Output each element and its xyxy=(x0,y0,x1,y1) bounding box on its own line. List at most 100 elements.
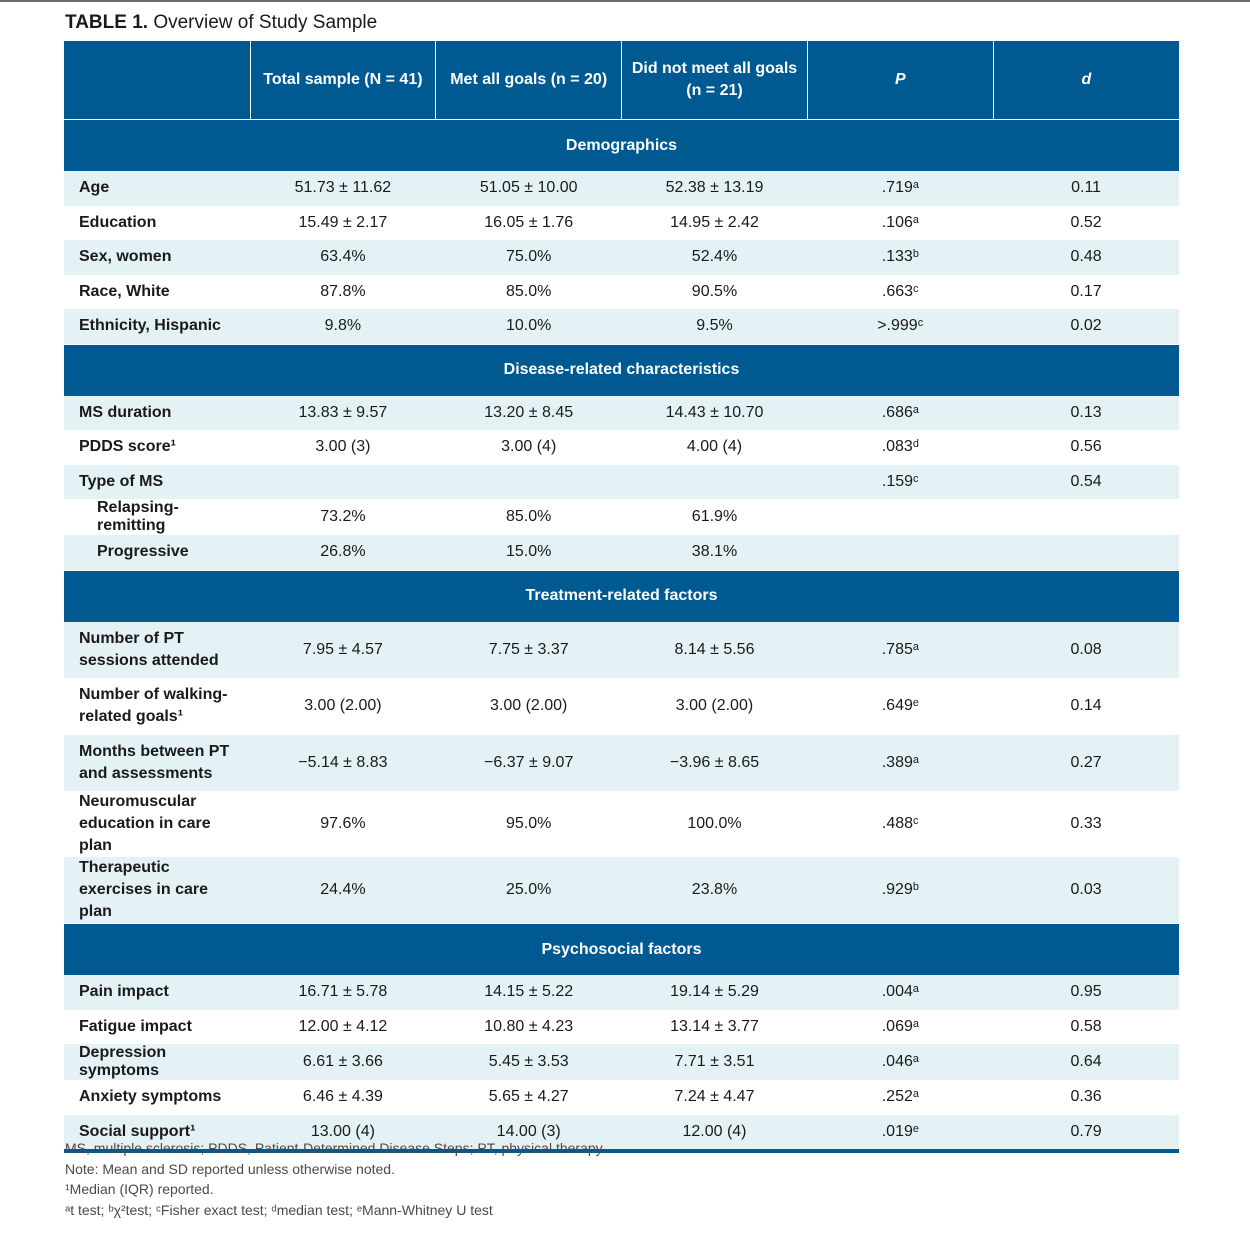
effect-size-value: 0.52 xyxy=(1070,213,1102,231)
effect-size-value: 0.54 xyxy=(993,464,1179,499)
top-rule xyxy=(0,0,1250,2)
met-goals-value: 3.00 (4) xyxy=(501,438,557,456)
total-sample-value: 97.6% xyxy=(320,815,366,832)
met-goals-value: 16.05 ± 1.76 xyxy=(484,213,574,231)
not-met-goals-value xyxy=(621,464,808,499)
not-met-goals-value: 9.5% xyxy=(621,309,808,344)
met-goals-value: 3.00 (2.00) xyxy=(490,697,568,715)
row-label: Education xyxy=(79,213,157,231)
p-value: .083ᵈ xyxy=(881,438,919,456)
not-met-goals-value: 13.14 ± 3.77 xyxy=(670,1017,759,1035)
not-met-goals-value: −3.96 ± 8.65 xyxy=(621,734,808,791)
row-label: Type of MS xyxy=(64,464,250,499)
effect-size-value: 0.27 xyxy=(993,734,1179,791)
met-goals-value: 51.05 ± 10.00 xyxy=(435,171,622,206)
p-value: .159ᶜ xyxy=(807,464,994,499)
table-label: TABLE 1. xyxy=(65,12,149,33)
effect-size-value: 0.14 xyxy=(1070,697,1102,715)
total-sample-value: 6.61 ± 3.66 xyxy=(250,1044,436,1080)
total-sample-value: 63.4% xyxy=(250,240,436,275)
p-value: .389ᵃ xyxy=(807,734,994,791)
row-label: Depression symptoms xyxy=(64,1044,250,1080)
total-sample-value: −5.14 ± 8.83 xyxy=(250,734,436,791)
header-effect-size: d xyxy=(992,41,1179,120)
header-p-value: P xyxy=(806,41,994,120)
table-row: Sex, women 63.4% 75.0% 52.4% .133ᵇ 0.48 xyxy=(64,240,1179,275)
header-did-not-meet-all-goals: Did not meet all goals (n = 21) xyxy=(621,41,808,120)
table-header: Total sample (N = 41) Met all goals (n =… xyxy=(64,41,1179,120)
footnote-tests: ᵃt test; ᵇχ²test; ᶜFisher exact test; ᵈm… xyxy=(65,1201,493,1218)
effect-size-value: 0.33 xyxy=(1070,815,1102,832)
p-value: .046ᵃ xyxy=(807,1044,994,1080)
total-sample-value: 73.2% xyxy=(320,508,366,525)
p-value: .488ᶜ xyxy=(881,815,919,832)
table-row: Depression symptoms 6.61 ± 3.66 5.45 ± 3.5… xyxy=(64,1044,1179,1080)
total-sample-value: 15.49 ± 2.17 xyxy=(298,213,388,231)
row-label: Neuromuscular education in care plan xyxy=(79,793,211,854)
row-label: Sex, women xyxy=(64,240,250,275)
table-row: Number of PT sessions attended 7.95 ± 4.5… xyxy=(64,621,1179,678)
p-value: .019ᵉ xyxy=(807,1114,994,1153)
total-sample-value: 26.8% xyxy=(250,535,436,570)
met-goals-value: 13.20 ± 8.45 xyxy=(435,395,622,430)
row-label: Therapeutic exercises in care plan xyxy=(64,857,250,924)
not-met-goals-value: 19.14 ± 5.29 xyxy=(621,975,808,1010)
row-label: Months between PT and assessments xyxy=(64,734,250,791)
met-goals-value: 95.0% xyxy=(506,815,552,832)
row-label: Relapsing-remitting xyxy=(97,499,179,534)
effect-size-value: 0.36 xyxy=(1070,1088,1102,1106)
p-value: .785ᵃ xyxy=(807,621,994,678)
footnote-median-iqr: ¹Median (IQR) reported. xyxy=(65,1181,214,1197)
effect-size-value: 0.64 xyxy=(993,1044,1179,1080)
not-met-goals-value: 3.00 (2.00) xyxy=(675,697,754,715)
met-goals-value: 15.0% xyxy=(435,535,622,570)
total-sample-value xyxy=(250,464,436,499)
table-caption: TABLE 1. Overview of Study Sample xyxy=(65,12,377,34)
total-sample-value: 24.4% xyxy=(250,857,436,924)
met-goals-value: 5.65 ± 4.27 xyxy=(488,1088,569,1106)
table-row: Social support¹ 13.00 (4) 14.00 (3) 12.00 (… xyxy=(64,1114,1179,1153)
effect-size-value: 0.17 xyxy=(1070,282,1102,300)
not-met-goals-value: 14.43 ± 10.70 xyxy=(621,395,808,430)
total-sample-value: 16.71 ± 5.78 xyxy=(250,975,436,1010)
section-title: Psychosocial factors xyxy=(64,923,1179,975)
not-met-goals-value: 23.8% xyxy=(621,857,808,924)
met-goals-value: 85.0% xyxy=(506,282,552,300)
table-row: Pain impact 16.71 ± 5.78 14.15 ± 5.22 19.14… xyxy=(64,975,1179,1010)
table-row: Relapsing-remitting 73.2% 85.0% 61.9% xyxy=(64,499,1179,535)
p-value: .663ᶜ xyxy=(881,282,919,300)
row-label: Number of walking-related goals¹ xyxy=(79,686,228,726)
effect-size-value: 0.79 xyxy=(993,1114,1179,1153)
not-met-goals-value: 14.95 ± 2.42 xyxy=(670,213,759,231)
table-row: MS duration 13.83 ± 9.57 13.20 ± 8.45 14.43… xyxy=(64,395,1179,430)
table-row: Number of walking-related goals¹ 3.00 (2.… xyxy=(64,678,1179,735)
p-value: >.999ᶜ xyxy=(807,309,994,344)
section-header-row: Psychosocial factors xyxy=(64,923,1179,975)
total-sample-value: 87.8% xyxy=(320,282,366,300)
total-sample-value: 9.8% xyxy=(250,309,436,344)
table-row: PDDS score¹ 3.00 (3) 3.00 (4) 4.00 (4) .083ᵈ… xyxy=(64,430,1179,465)
table-row: Neuromuscular education in care plan 97.6… xyxy=(64,791,1179,857)
effect-size-value: 0.03 xyxy=(993,857,1179,924)
met-goals-value: 14.00 (3) xyxy=(435,1114,622,1153)
table-body: Demographics Age 51.73 ± 11.62 51.05 ± 10.0… xyxy=(64,119,1179,1153)
total-sample-value: 51.73 ± 11.62 xyxy=(250,171,436,206)
p-value: .929ᵇ xyxy=(807,857,994,924)
effect-size-value: 0.95 xyxy=(993,975,1179,1010)
not-met-goals-value: 38.1% xyxy=(621,535,808,570)
section-title: Treatment-related factors xyxy=(64,569,1179,622)
effect-size-value: 0.56 xyxy=(1070,438,1102,456)
footnote-abbreviations: MS, multiple sclerosis; PDDS, Patient-De… xyxy=(65,1140,606,1156)
section-title: Disease-related characteristics xyxy=(64,343,1179,396)
effect-size-value: 0.02 xyxy=(993,309,1179,344)
header-total-sample: Total sample (N = 41) xyxy=(249,41,436,120)
p-value: .069ᵃ xyxy=(881,1017,919,1035)
total-sample-value: 3.00 (3) xyxy=(315,438,371,456)
table-row: Type of MS .159ᶜ 0.54 xyxy=(64,464,1179,499)
study-sample-table: Total sample (N = 41) Met all goals (n =… xyxy=(64,41,1179,1153)
met-goals-value: 10.0% xyxy=(435,309,622,344)
p-value xyxy=(807,535,994,570)
effect-size-value: 0.58 xyxy=(1070,1017,1102,1035)
not-met-goals-value: 7.71 ± 3.51 xyxy=(621,1044,808,1080)
header-empty-cell xyxy=(64,41,250,120)
